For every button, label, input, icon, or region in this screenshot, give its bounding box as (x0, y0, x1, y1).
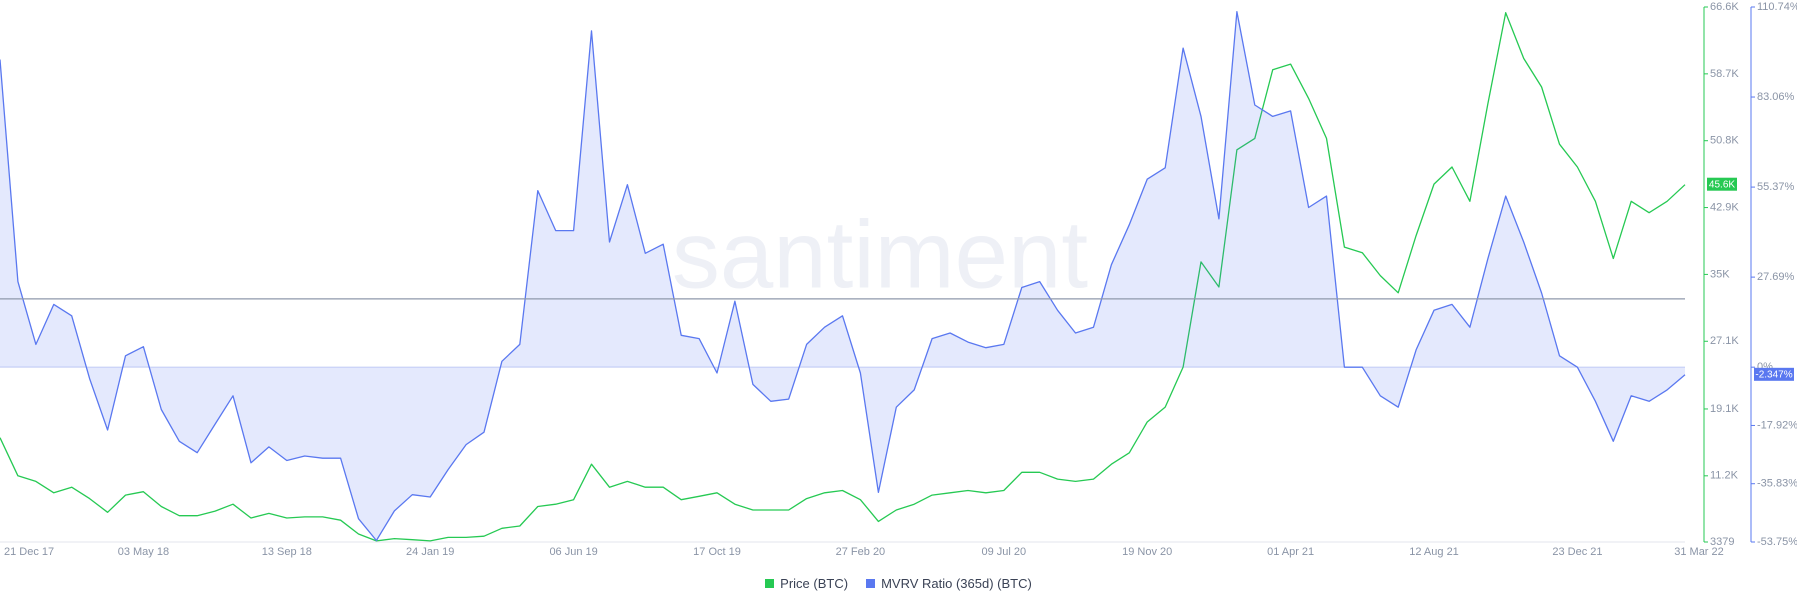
x-tick-label: 09 Jul 20 (982, 546, 1027, 558)
x-tick-label: 13 Sep 18 (262, 546, 312, 558)
series-line (0, 11, 1686, 542)
y-tick-label: 11.2K (1710, 470, 1739, 482)
y-tick-label: 3379 (1710, 536, 1734, 548)
y-tick-label: 50.8K (1710, 135, 1739, 147)
chart: santiment 3379 11.2K 19.1K 27.1K 35K 42.9K 50.… (0, 1, 1797, 558)
legend-swatch (765, 579, 775, 588)
y2-tick-label: -17.92% (1757, 419, 1797, 431)
x-tick-label: 24 Jan 19 (406, 546, 454, 558)
series-area (0, 11, 1685, 541)
y-tick-label: 42.9K (1710, 201, 1739, 213)
x-tick-label: 12 Aug 21 (1409, 546, 1459, 558)
x-tick-label: 19 Nov 20 (1122, 546, 1172, 558)
legend-item[interactable]: MVRV Ratio (365d) (BTC) (866, 576, 1032, 591)
y2-tick-label: 27.69% (1757, 271, 1795, 283)
x-tick-label: 17 Oct 19 (693, 546, 741, 558)
y-tick-label: 27.1K (1710, 335, 1739, 347)
x-tick-label: 31 Mar 22 (1674, 546, 1724, 558)
y2-tick-label: 83.06% (1757, 91, 1795, 103)
last-value-badge (1707, 177, 1737, 191)
legend-swatch (866, 579, 876, 588)
y2-tick-label: -53.75% (1757, 536, 1797, 548)
legend-item[interactable]: Price (BTC) (765, 576, 848, 591)
x-tick-label: 27 Feb 20 (836, 546, 886, 558)
x-tick-label: 23 Dec 21 (1552, 546, 1602, 558)
last-value-label: -2.347% (1755, 369, 1792, 380)
x-tick-label: 01 Apr 21 (1267, 546, 1314, 558)
y2-tick-label: 110.74% (1757, 1, 1797, 13)
last-value-label: 45.6K (1709, 179, 1735, 190)
last-value-badge (1754, 367, 1794, 381)
y-tick-label: 19.1K (1710, 403, 1739, 415)
legend-label: Price (BTC) (780, 576, 849, 591)
y-tick-label: 35K (1710, 268, 1730, 280)
legend-label: MVRV Ratio (365d) (BTC) (881, 576, 1032, 591)
x-tick-label: 21 Dec 17 (4, 546, 54, 558)
y-tick-label: 58.7K (1710, 68, 1739, 80)
series-line (0, 12, 1686, 542)
watermark: santiment (672, 201, 1088, 308)
y-tick-label: 66.6K (1710, 1, 1739, 13)
x-tick-label: 06 Jun 19 (549, 546, 597, 558)
x-tick-label: 03 May 18 (118, 546, 169, 558)
y2-tick-label: 55.37% (1757, 181, 1795, 193)
legend: Price (BTC) MVRV Ratio (365d) (BTC) (0, 576, 1797, 591)
y2-tick-label: -35.83% (1757, 478, 1797, 490)
